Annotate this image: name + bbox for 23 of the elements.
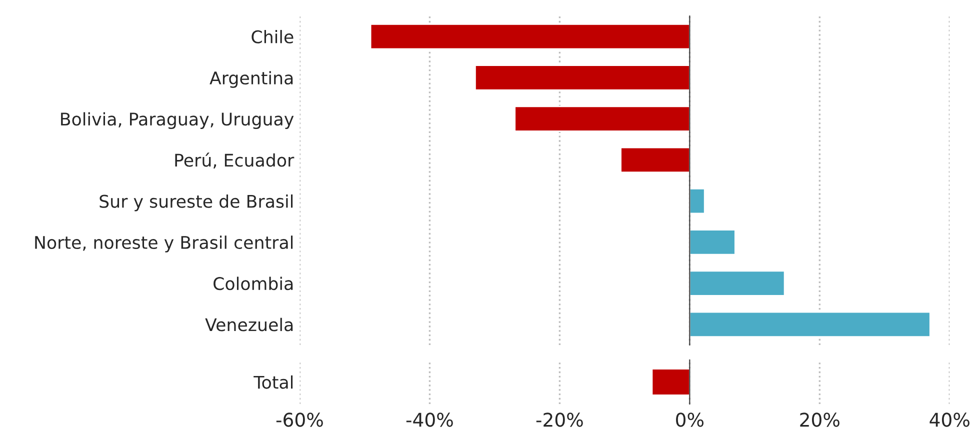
y-tick-label: Venezuela bbox=[205, 318, 293, 332]
bar bbox=[370, 24, 690, 50]
y-tick-label: Bolivia, Paraguay, Uruguay bbox=[61, 112, 294, 130]
x-tick-label: 40% bbox=[930, 412, 970, 427]
bar bbox=[688, 188, 706, 214]
y-tick-label: Total bbox=[254, 375, 293, 389]
bar bbox=[620, 146, 690, 173]
y-tick-label: Colombia bbox=[214, 276, 293, 290]
x-tick-label: -20% bbox=[536, 412, 583, 427]
y-tick-label: Chile bbox=[252, 30, 294, 44]
x-tick-label: -60% bbox=[276, 412, 323, 427]
bar bbox=[474, 64, 690, 91]
bar bbox=[514, 106, 690, 132]
y-tick-label: Perú, Ecuador bbox=[175, 152, 294, 169]
y-tick-label: Sur y sureste de Brasil bbox=[100, 194, 293, 212]
x-tick-label: 0% bbox=[676, 412, 704, 427]
y-tick-label: Norte, noreste y Brasil central bbox=[35, 236, 293, 252]
bar bbox=[688, 229, 736, 256]
bar bbox=[688, 311, 931, 338]
bar bbox=[688, 270, 786, 296]
x-tick-label: 20% bbox=[800, 412, 840, 427]
x-tick-label: -40% bbox=[406, 412, 453, 427]
y-tick-label: Argentina bbox=[210, 71, 293, 88]
